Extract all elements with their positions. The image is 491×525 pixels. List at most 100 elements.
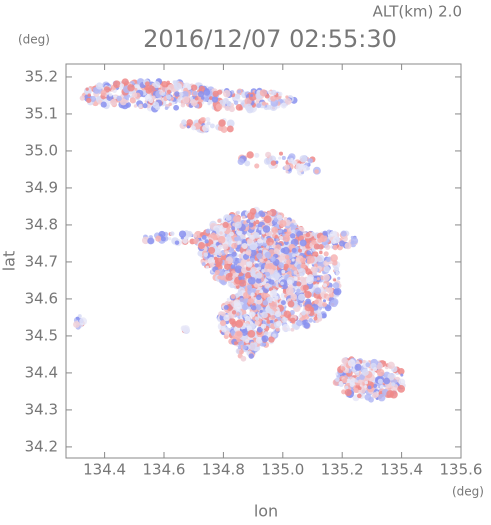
echo (278, 156, 282, 160)
echo (264, 251, 272, 259)
echo (217, 244, 224, 250)
echo (161, 92, 165, 97)
echo (204, 259, 209, 263)
echo (316, 277, 320, 281)
x-axis-label: lon (254, 502, 278, 521)
echo (296, 288, 301, 294)
echo (116, 95, 122, 102)
echo (270, 95, 277, 102)
echo (205, 117, 211, 122)
y-tick-label: 34.8 (25, 215, 58, 233)
echo (275, 327, 280, 332)
echo (290, 233, 296, 239)
echo (231, 242, 238, 249)
echo (250, 93, 254, 97)
echo (204, 239, 209, 244)
echo (330, 299, 338, 308)
echo (299, 239, 307, 247)
echo (281, 269, 286, 274)
echo (262, 300, 269, 306)
echo (268, 336, 275, 343)
x-tick-label: 134.4 (83, 461, 126, 479)
echo (255, 304, 262, 311)
echo (320, 293, 325, 298)
echo (267, 211, 273, 216)
y-axis-label: lat (0, 251, 19, 272)
echo (222, 221, 229, 229)
echo (77, 314, 82, 319)
echo (182, 325, 190, 333)
echo (321, 313, 327, 319)
echo (246, 261, 253, 268)
echo (305, 276, 314, 285)
echo (109, 98, 117, 106)
echo (261, 311, 268, 319)
echo (220, 311, 226, 317)
echo (376, 368, 385, 377)
echo (298, 314, 302, 318)
x-tick-label: 135.6 (440, 461, 483, 479)
echo (277, 262, 285, 269)
echo (233, 100, 239, 105)
echo (260, 323, 267, 329)
echo (186, 125, 190, 129)
echo (400, 373, 404, 377)
echo (190, 84, 198, 91)
echo (316, 313, 323, 319)
echo (323, 265, 330, 273)
echo (383, 377, 391, 385)
echo (246, 151, 254, 159)
echo (73, 321, 80, 328)
echo (169, 231, 175, 236)
echo (237, 158, 245, 165)
echo (226, 119, 235, 128)
echo (379, 384, 384, 389)
echo (362, 359, 366, 364)
echo (129, 97, 136, 104)
y-tick-label: 35.1 (25, 104, 58, 122)
echo (224, 262, 232, 270)
echo (87, 93, 91, 97)
echo (324, 244, 331, 250)
echo (333, 278, 337, 282)
echo (304, 304, 313, 312)
echo (108, 92, 113, 97)
echo (259, 258, 263, 263)
echo (302, 254, 307, 259)
echo (279, 235, 284, 241)
echo (190, 99, 198, 107)
echo (214, 257, 223, 266)
echo (284, 164, 290, 171)
echo (335, 271, 340, 276)
echo (314, 169, 319, 174)
echo (194, 96, 199, 101)
echo (201, 235, 207, 240)
echo (226, 236, 233, 243)
echo (300, 257, 306, 263)
echo (353, 387, 359, 393)
echo (280, 102, 287, 109)
echo (238, 276, 242, 281)
echo (229, 231, 234, 237)
echo (147, 237, 155, 245)
echo (203, 252, 209, 258)
echo (207, 102, 211, 106)
echo (247, 298, 255, 305)
echo (248, 353, 254, 359)
echo (356, 376, 360, 381)
echo (225, 214, 232, 221)
echo (274, 295, 279, 300)
echo (269, 301, 278, 310)
echo (265, 282, 270, 287)
echo (240, 355, 247, 362)
echo (283, 266, 288, 271)
echo (290, 317, 296, 324)
echo (296, 319, 303, 327)
echo (138, 104, 143, 109)
y-tick-label: 34.5 (25, 326, 58, 344)
echo (233, 302, 242, 310)
echo (235, 103, 243, 111)
echo (86, 97, 92, 103)
echo (134, 87, 138, 91)
echo (202, 124, 210, 132)
